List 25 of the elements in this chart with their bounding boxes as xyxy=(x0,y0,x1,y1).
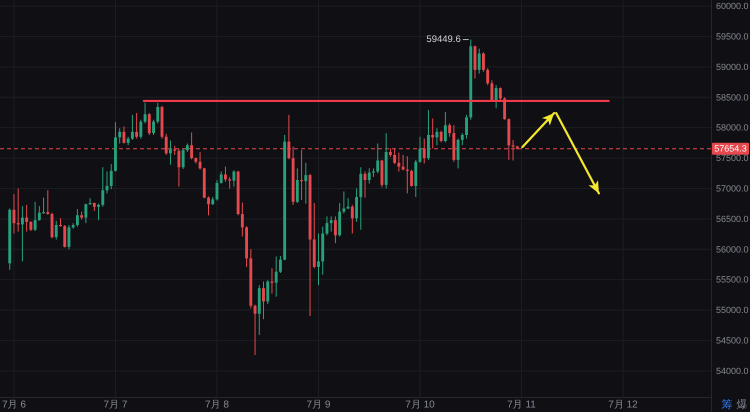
y-tick-label: 59000.0 xyxy=(716,62,749,72)
y-tick-label: 55000.0 xyxy=(716,305,749,316)
y-tick-label: 58500.0 xyxy=(716,92,749,102)
x-tick-label: 7月 6 xyxy=(2,400,26,410)
y-tick-label: 56500.0 xyxy=(716,214,749,224)
text: 爆 xyxy=(736,399,748,411)
x-tick-label: 7月 12 xyxy=(608,400,638,410)
y-tick-label: 60000.0 xyxy=(716,1,749,12)
x-tick-label: 7月 11 xyxy=(507,400,536,410)
annotation: 59449.6 xyxy=(426,34,470,46)
y-tick-label: 57000.0 xyxy=(716,183,749,194)
x-tick-label: 7月 10 xyxy=(405,400,436,410)
text: 筹 xyxy=(722,399,732,411)
y-tick-label: 59500.0 xyxy=(716,31,749,42)
y-tick-label: 55500.0 xyxy=(716,274,749,285)
y-tick-label: 57500.0 xyxy=(716,153,749,164)
x-tick-label: 7月 7 xyxy=(104,400,128,410)
y-tick-label: 58000.0 xyxy=(716,122,749,133)
y-tick-label: 56000.0 xyxy=(716,244,749,254)
x-tick-label: 7月 8 xyxy=(205,400,230,410)
y-tick-label: 54500.0 xyxy=(716,335,749,346)
x-tick-label: 7月 9 xyxy=(306,400,331,410)
price-label: 57654.3 xyxy=(712,142,749,155)
annotation: 59449.6 xyxy=(426,34,461,46)
y-tick-label: 54000.0 xyxy=(716,366,749,376)
